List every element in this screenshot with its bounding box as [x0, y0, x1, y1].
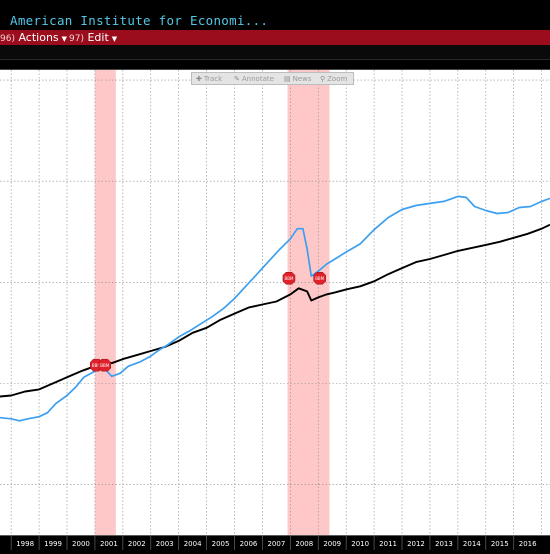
x-axis-tick-label: 1998 — [16, 540, 34, 548]
pencil-icon: ✎ — [234, 75, 240, 83]
event-marker-shape — [98, 358, 111, 372]
chart-area[interactable]: BBM BBM BBM BBM — [0, 70, 550, 535]
edit-menu-label: Edit — [87, 31, 109, 44]
chevron-down-icon: ▼ — [111, 35, 118, 43]
x-axis-tick-label: 2002 — [128, 540, 146, 548]
event-marker-shape — [313, 271, 326, 285]
chevron-down-icon: ▼ — [61, 35, 68, 43]
x-axis-bar: 1998 1999 2000 2001 2002 2003 2004 2005 2006 2007… — [0, 535, 550, 550]
x-axis-tick-label: 2012 — [407, 540, 425, 548]
chart-toolbar: ✚ Track ✎ Annotate ▤ News ⚲ Zoom — [191, 72, 354, 85]
series-line-black — [0, 223, 550, 398]
track-label: Track — [203, 75, 223, 83]
window-titlebar: American Institute for Economi... — [0, 0, 550, 30]
x-axis-tick-label: 2016 — [519, 540, 537, 548]
news-button[interactable]: ▤ News — [284, 74, 312, 84]
annotate-button[interactable]: ✎ Annotate — [234, 74, 274, 84]
window-title: American Institute for Economi... — [10, 13, 269, 28]
event-marker-label: BBM — [315, 276, 324, 281]
news-label: News — [292, 75, 312, 83]
zoom-button[interactable]: ⚲ Zoom — [320, 74, 347, 84]
edit-menu-number: 97) — [69, 34, 84, 44]
edit-menu[interactable]: 97) Edit ▼ — [69, 30, 117, 45]
x-axis-tick-label: 2013 — [435, 540, 453, 548]
divider — [0, 59, 550, 60]
series-lines — [0, 195, 550, 422]
menu-bar: 96) Actions ▼ 97) Edit ▼ — [0, 30, 550, 45]
actions-menu[interactable]: 96) Actions ▼ — [0, 30, 67, 45]
x-axis-tick-label: 2015 — [491, 540, 509, 548]
zoom-label: Zoom — [327, 75, 348, 83]
grid-lines — [0, 70, 550, 535]
function-strip — [0, 45, 550, 59]
plus-icon: ✚ — [196, 75, 202, 83]
x-axis-tick-label: 2001 — [100, 540, 118, 548]
magnifier-icon: ⚲ — [320, 75, 326, 83]
x-axis-tick-label: 2009 — [323, 540, 341, 548]
event-marker: BBM — [313, 271, 326, 285]
x-axis-tick-label: 2014 — [463, 540, 481, 548]
track-button[interactable]: ✚ Track — [196, 74, 222, 84]
recession-band — [94, 70, 116, 535]
recession-bands — [94, 70, 330, 535]
x-axis-tick-label: 1999 — [44, 540, 62, 548]
x-axis: 1998 1999 2000 2001 2002 2003 2004 2005 2006 2007… — [0, 535, 550, 550]
x-axis-tick-label: 2003 — [156, 540, 174, 548]
x-axis-tick-label: 2007 — [267, 540, 285, 548]
event-marker-label: BBM — [100, 363, 109, 368]
x-axis-tick-label: 2005 — [212, 540, 230, 548]
recession-band — [287, 70, 330, 535]
event-marker-shape — [282, 271, 296, 285]
event-marker-label: BBM — [284, 276, 293, 281]
actions-menu-number: 96) — [0, 34, 15, 44]
event-marker-label: BBM — [92, 363, 101, 368]
x-axis-tick-label: 2010 — [351, 540, 369, 548]
x-axis-tick-label: 2008 — [295, 540, 313, 548]
divider — [0, 69, 550, 70]
event-marker: BBM — [282, 271, 296, 285]
news-icon: ▤ — [284, 75, 291, 83]
event-marker: BBM — [98, 358, 111, 372]
series-line-blue — [0, 195, 550, 422]
x-axis-tick-label: 2011 — [379, 540, 397, 548]
x-axis-tick-label: 2000 — [72, 540, 90, 548]
annotate-label: Annotate — [241, 75, 274, 83]
actions-menu-label: Actions — [18, 31, 59, 44]
x-axis-tick-label: 2006 — [240, 540, 258, 548]
x-axis-tick-label: 2004 — [184, 540, 202, 548]
